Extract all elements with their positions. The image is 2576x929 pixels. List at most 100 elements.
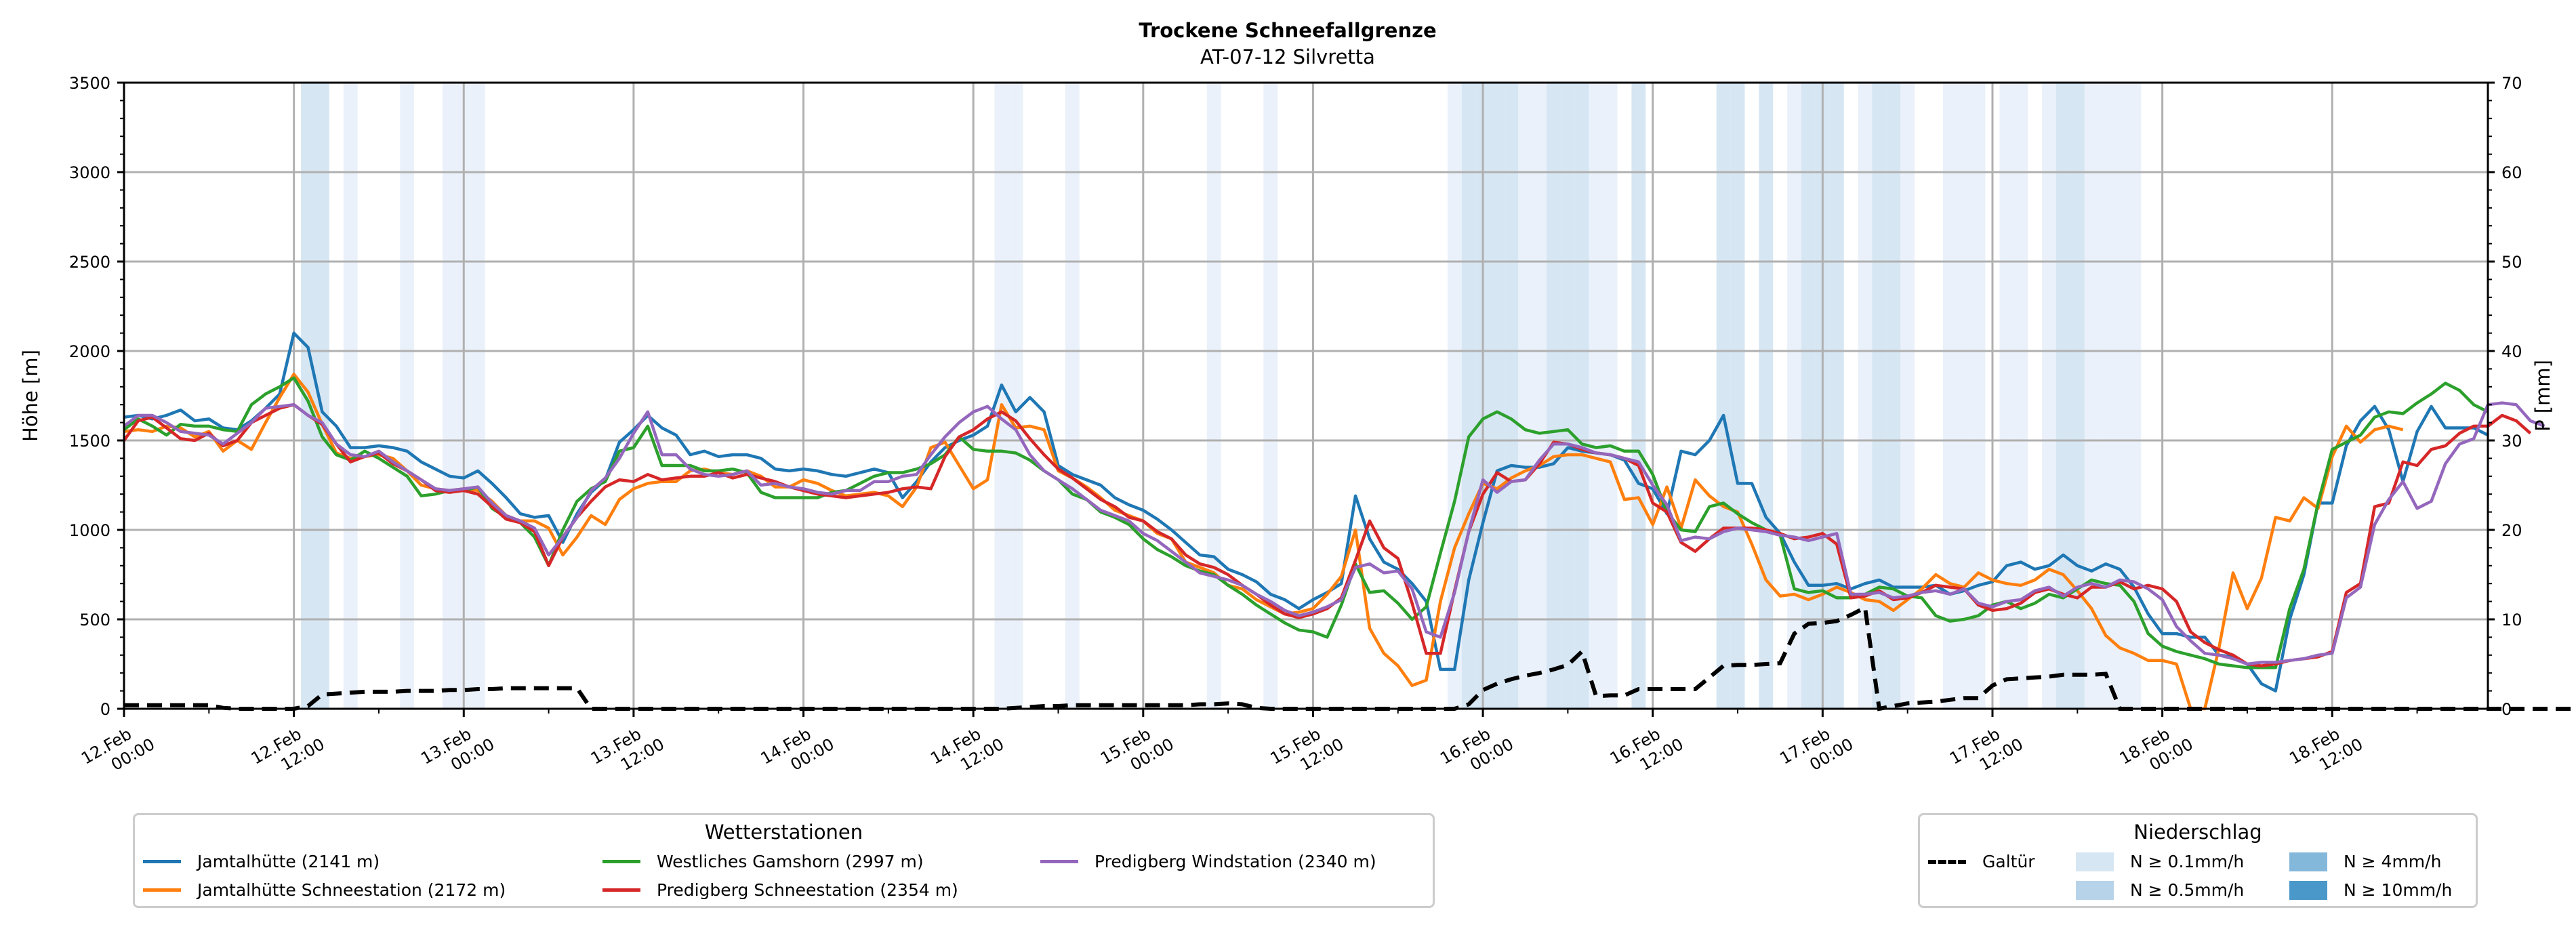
precip-band-light	[1263, 83, 1278, 709]
precip-band-medium	[1574, 83, 1589, 709]
plot-frame	[123, 81, 2489, 710]
legend-line-purple-icon	[1040, 860, 1078, 863]
precip-band-medium	[314, 83, 329, 709]
chart-title: Trockene Schneefallgrenze	[1139, 19, 1436, 42]
legend-label: Jamtalhütte Schneestation (2172 m)	[197, 880, 506, 900]
precip-band-medium	[1730, 83, 1745, 709]
legend-precipitation-title: Niederschlag	[2133, 821, 2262, 844]
precip-band-light	[2127, 83, 2142, 709]
y-tick-label: 1000	[69, 521, 110, 540]
precip-band-light	[994, 83, 1009, 709]
precip-band-medium	[1759, 83, 1774, 709]
precip-band-light	[400, 83, 415, 709]
legend-line-green-icon	[602, 860, 640, 863]
series-line	[123, 401, 2546, 666]
legend-item-precip-0-1: N ≥ 0.1mm/h	[2076, 852, 2244, 871]
y2-tick-label: 50	[2501, 253, 2522, 272]
legend-label: Westliches Gamshorn (2997 m)	[657, 852, 924, 871]
y2-tick-label: 40	[2501, 342, 2522, 361]
legend-label: N ≥ 0.1mm/h	[2130, 852, 2245, 871]
legend-item-predigberg-windstation: Predigberg Windstation (2340 m)	[1040, 852, 1376, 871]
legend-stations-title: Wetterstationen	[704, 821, 863, 844]
legend-patch-icon	[2076, 852, 2114, 871]
precip-band-light	[1008, 83, 1023, 709]
y2-tick-label: 70	[2501, 74, 2522, 93]
legend-label: Predigberg Schneestation (2354 m)	[657, 880, 958, 900]
y-tick-label: 1500	[69, 432, 110, 451]
legend-item-jamtalhuette-schneestation: Jamtalhütte Schneestation (2172 m)	[143, 880, 506, 900]
precip-band-medium	[2070, 83, 2085, 709]
precip-band-light	[1957, 83, 1971, 709]
y2-tick-label: 20	[2501, 521, 2522, 540]
precip-band-light	[1858, 83, 1873, 709]
legend-patch-icon	[2289, 880, 2327, 900]
legend-line-orange-icon	[143, 888, 181, 892]
precip-band-light	[1532, 83, 1547, 709]
legend-stations: Wetterstationen Jamtalhütte (2141 m) Jam…	[133, 813, 1435, 908]
axes: 0 500 1000 1500 2000 2500 3000 3500 0 10 20 30 40 50 6…	[69, 74, 2522, 775]
precip-band-light	[1518, 83, 1533, 709]
legend-line-blue-icon	[143, 860, 181, 863]
precip-band-light	[343, 83, 358, 709]
precip-band-medium	[1872, 83, 1887, 709]
precip-band-medium	[1560, 83, 1575, 709]
chart-subtitle: AT-07-12 Silvretta	[1200, 45, 1375, 68]
precip-band-medium	[1631, 83, 1646, 709]
precip-band-light	[2084, 83, 2099, 709]
precip-band-light	[1971, 83, 1986, 709]
legend-item-jamtalhuette: Jamtalhütte (2141 m)	[143, 852, 380, 871]
legend-item-predigberg-schneestation: Predigberg Schneestation (2354 m)	[602, 880, 958, 900]
precip-band-light	[1900, 83, 1915, 709]
precip-band-light	[442, 83, 457, 709]
grid-lines	[124, 83, 2488, 709]
legend-patch-icon	[2076, 880, 2114, 900]
legend-label: Jamtalhütte (2141 m)	[197, 852, 380, 871]
y-tick-label: 3000	[69, 163, 110, 182]
legend-item-westliches-gamshorn: Westliches Gamshorn (2997 m)	[602, 852, 924, 871]
precip-band-medium	[2056, 83, 2070, 709]
precip-band-light	[1942, 83, 1957, 709]
precip-band-medium	[1490, 83, 1505, 709]
precip-band-medium	[1504, 83, 1519, 709]
precip-band-light	[1447, 83, 1462, 709]
precip-band-medium	[1829, 83, 1844, 709]
precip-band-light	[1589, 83, 1603, 709]
y2-tick-label: 10	[2501, 611, 2522, 629]
legend-precipitation: Niederschlag Galtür N ≥ 0.1mm/h N ≥ 0.5m…	[1918, 813, 2478, 908]
y2-tick-label: 60	[2501, 163, 2522, 182]
legend-label: Predigberg Windstation (2340 m)	[1095, 852, 1376, 871]
precip-band-light	[470, 83, 485, 709]
legend-label: N ≥ 4mm/h	[2344, 852, 2442, 871]
y-tick-label: 0	[100, 700, 110, 719]
precip-band-medium	[1716, 83, 1731, 709]
legend-label: N ≥ 0.5mm/h	[2130, 880, 2245, 900]
precip-band-medium	[1547, 83, 1561, 709]
y-tick-label: 2500	[69, 253, 110, 272]
y-axis-label: Höhe [m]	[19, 350, 42, 442]
legend-label: Galtür	[1982, 852, 2035, 871]
precip-band-light	[1206, 83, 1221, 709]
precip-band-light	[2112, 83, 2127, 709]
precip-band-light	[1065, 83, 1080, 709]
legend-line-red-icon	[602, 888, 640, 892]
y2-tick-label: 0	[2501, 700, 2512, 719]
legend-item-precip-0-5: N ≥ 0.5mm/h	[2076, 880, 2244, 900]
precip-band-light	[2013, 83, 2028, 709]
series-line	[123, 331, 2489, 693]
precip-band-light	[2042, 83, 2056, 709]
precip-band-light	[1603, 83, 1618, 709]
legend-label: N ≥ 10mm/h	[2344, 880, 2453, 900]
